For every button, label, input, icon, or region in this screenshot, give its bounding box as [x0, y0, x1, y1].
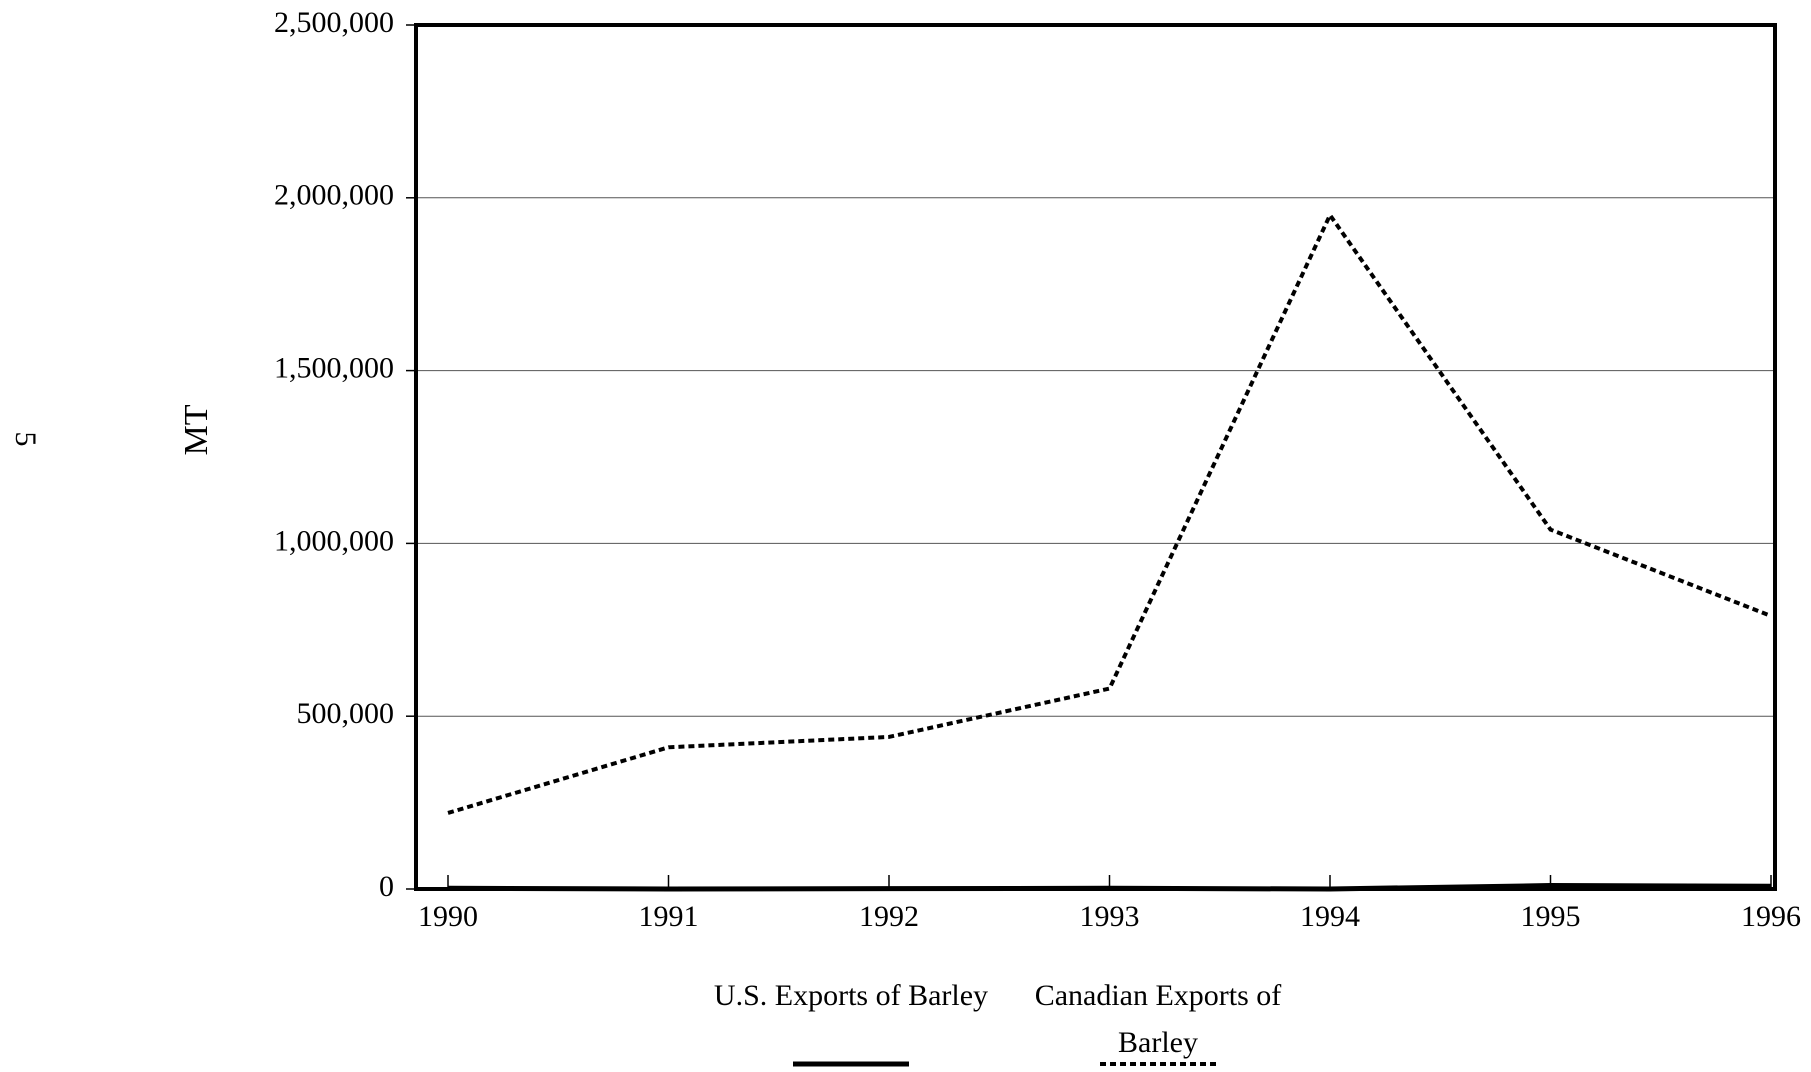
- series-line: [447, 883, 1772, 892]
- x-tick-label: 1994: [1300, 900, 1360, 933]
- y-tick-label: 1,000,000: [274, 524, 394, 557]
- x-tick-label: 1990: [418, 900, 478, 933]
- plot-frame: [414, 23, 1777, 891]
- y-tick-label: 1,500,000: [274, 351, 394, 384]
- x-tick-label: 1992: [859, 900, 919, 933]
- x-tick-label: 1996: [1741, 900, 1801, 933]
- x-tick-label: 1995: [1521, 900, 1581, 933]
- x-tick-label: 1991: [639, 900, 699, 933]
- y-tick-label: 2,500,000: [274, 6, 394, 39]
- page-number: 5: [9, 432, 42, 447]
- x-tick-label: 1993: [1080, 900, 1140, 933]
- y-tick-label: 2,000,000: [274, 179, 394, 212]
- y-axis-label: MT: [178, 404, 215, 455]
- series-line: [447, 211, 1772, 815]
- y-tick-label: 0: [379, 870, 394, 903]
- legend-label: U.S. Exports of Barley: [713, 979, 989, 1012]
- y-tick-label: 500,000: [297, 697, 395, 730]
- legend-label: Canadian Exports of Barley: [1034, 979, 1282, 1059]
